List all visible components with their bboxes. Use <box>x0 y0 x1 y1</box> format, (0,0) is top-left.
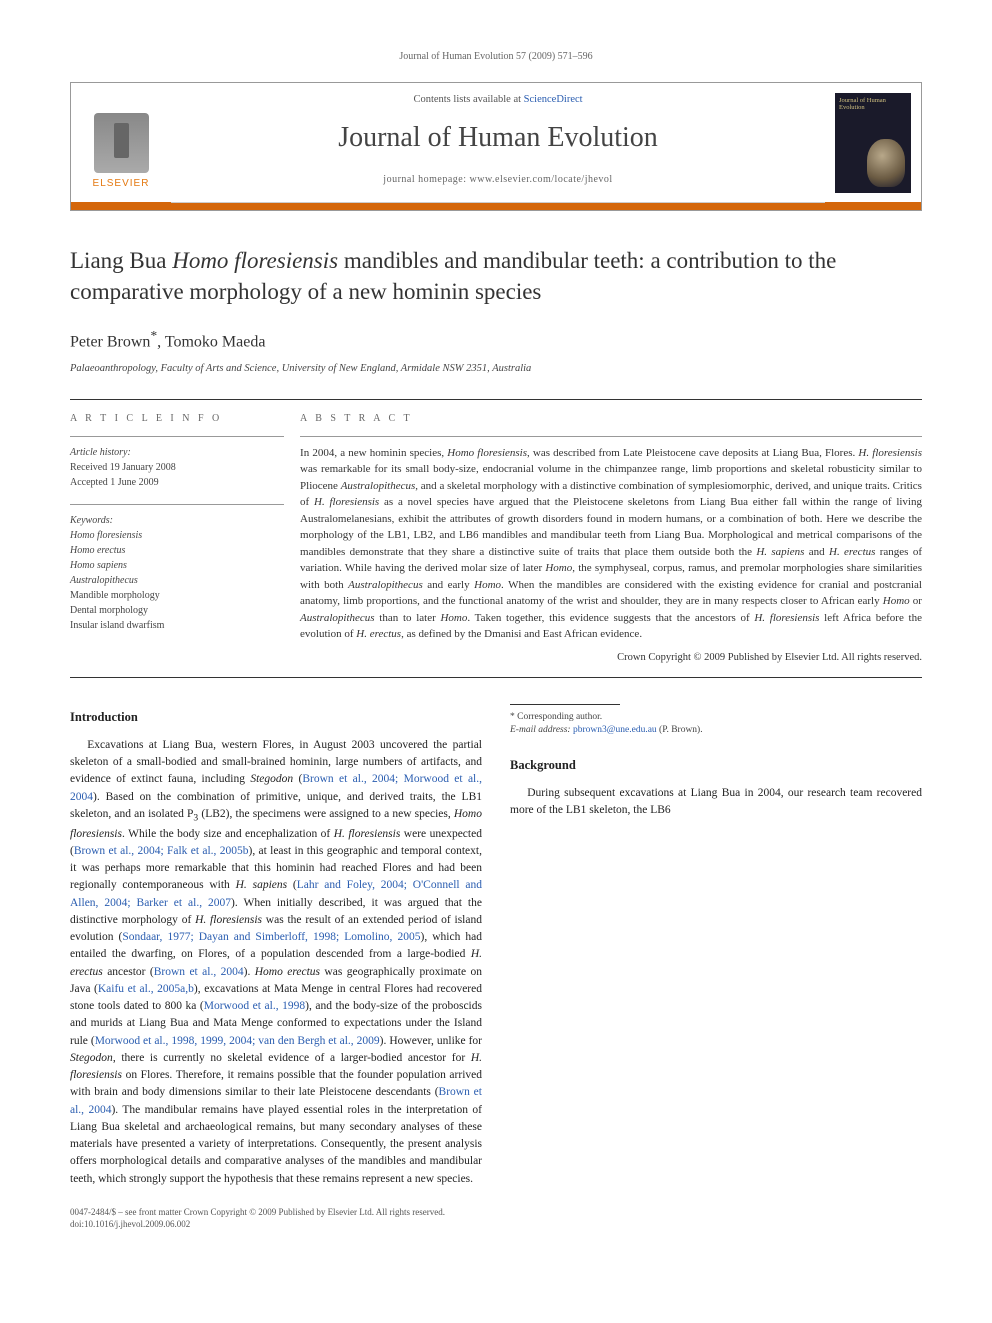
journal-homepage: journal homepage: www.elsevier.com/locat… <box>171 173 825 187</box>
publisher-block: ELSEVIER <box>71 83 171 203</box>
accepted-date: Accepted 1 June 2009 <box>70 475 284 490</box>
accent-bar <box>71 202 921 210</box>
background-heading: Background <box>510 756 922 775</box>
article-history: Article history: Received 19 January 200… <box>70 445 284 490</box>
body-columns: Introduction Excavations at Liang Bua, w… <box>70 704 922 1188</box>
article-info-col: A R T I C L E I N F O Article history: R… <box>70 400 300 678</box>
footnotes: * Corresponding author. E-mail address: … <box>510 711 922 738</box>
intro-heading: Introduction <box>70 708 482 727</box>
page-root: Journal of Human Evolution 57 (2009) 571… <box>0 0 992 1271</box>
info-abstract-row: A R T I C L E I N F O Article history: R… <box>70 399 922 679</box>
abstract-col: A B S T R A C T In 2004, a new hominin s… <box>300 400 922 678</box>
publisher-label: ELSEVIER <box>93 177 150 191</box>
keyword-item: Australopithecus <box>70 575 138 586</box>
homepage-url[interactable]: www.elsevier.com/locate/jhevol <box>470 174 613 185</box>
masthead-center: Contents lists available at ScienceDirec… <box>171 83 825 203</box>
keywords-block: Keywords: Homo floresiensis Homo erectus… <box>70 513 284 633</box>
keyword-item: Homo floresiensis <box>70 530 142 541</box>
received-date: Received 19 January 2008 <box>70 460 284 475</box>
authors: Peter Brown*, Tomoko Maeda <box>70 327 922 354</box>
footnote-separator <box>510 704 620 705</box>
keywords-list: Homo floresiensis Homo erectus Homo sapi… <box>70 528 284 633</box>
keyword-item: Homo erectus <box>70 545 125 556</box>
keyword-item: Homo sapiens <box>70 560 127 571</box>
contents-line: Contents lists available at ScienceDirec… <box>171 93 825 108</box>
background-paragraph: During subsequent excavations at Liang B… <box>510 785 922 820</box>
masthead: ELSEVIER Contents lists available at Sci… <box>70 82 922 211</box>
affiliation: Palaeoanthropology, Faculty of Arts and … <box>70 362 922 377</box>
journal-name: Journal of Human Evolution <box>171 118 825 157</box>
keyword-item: Mandible morphology <box>70 588 284 603</box>
elsevier-tree-icon <box>94 113 149 173</box>
page-footer: 0047-2484/$ – see front matter Crown Cop… <box>70 1206 922 1231</box>
abstract-copyright: Crown Copyright © 2009 Published by Else… <box>300 651 922 666</box>
footer-copyright: 0047-2484/$ – see front matter Crown Cop… <box>70 1206 922 1219</box>
keyword-item: Dental morphology <box>70 603 284 618</box>
cover-thumb-block: Journal of Human Evolution <box>825 83 921 203</box>
abstract-text: In 2004, a new hominin species, Homo flo… <box>300 445 922 643</box>
abstract-label: A B S T R A C T <box>300 412 922 426</box>
running-citation: Journal of Human Evolution 57 (2009) 571… <box>399 51 592 62</box>
email-line: E-mail address: pbrown3@une.edu.au (P. B… <box>510 724 922 737</box>
footer-doi: doi:10.1016/j.jhevol.2009.06.002 <box>70 1218 922 1231</box>
article-title: Liang Bua Homo floresiensis mandibles an… <box>70 245 922 307</box>
keyword-item: Insular island dwarfism <box>70 618 284 633</box>
author-email[interactable]: pbrown3@une.edu.au <box>573 725 657 735</box>
intro-paragraph: Excavations at Liang Bua, western Flores… <box>70 737 482 1188</box>
corresponding-author-note: * Corresponding author. <box>510 711 922 724</box>
skull-icon <box>867 139 905 187</box>
sciencedirect-link[interactable]: ScienceDirect <box>524 94 583 105</box>
journal-cover-thumb: Journal of Human Evolution <box>835 93 911 193</box>
article-info-label: A R T I C L E I N F O <box>70 412 284 426</box>
running-head: Journal of Human Evolution 57 (2009) 571… <box>70 50 922 64</box>
